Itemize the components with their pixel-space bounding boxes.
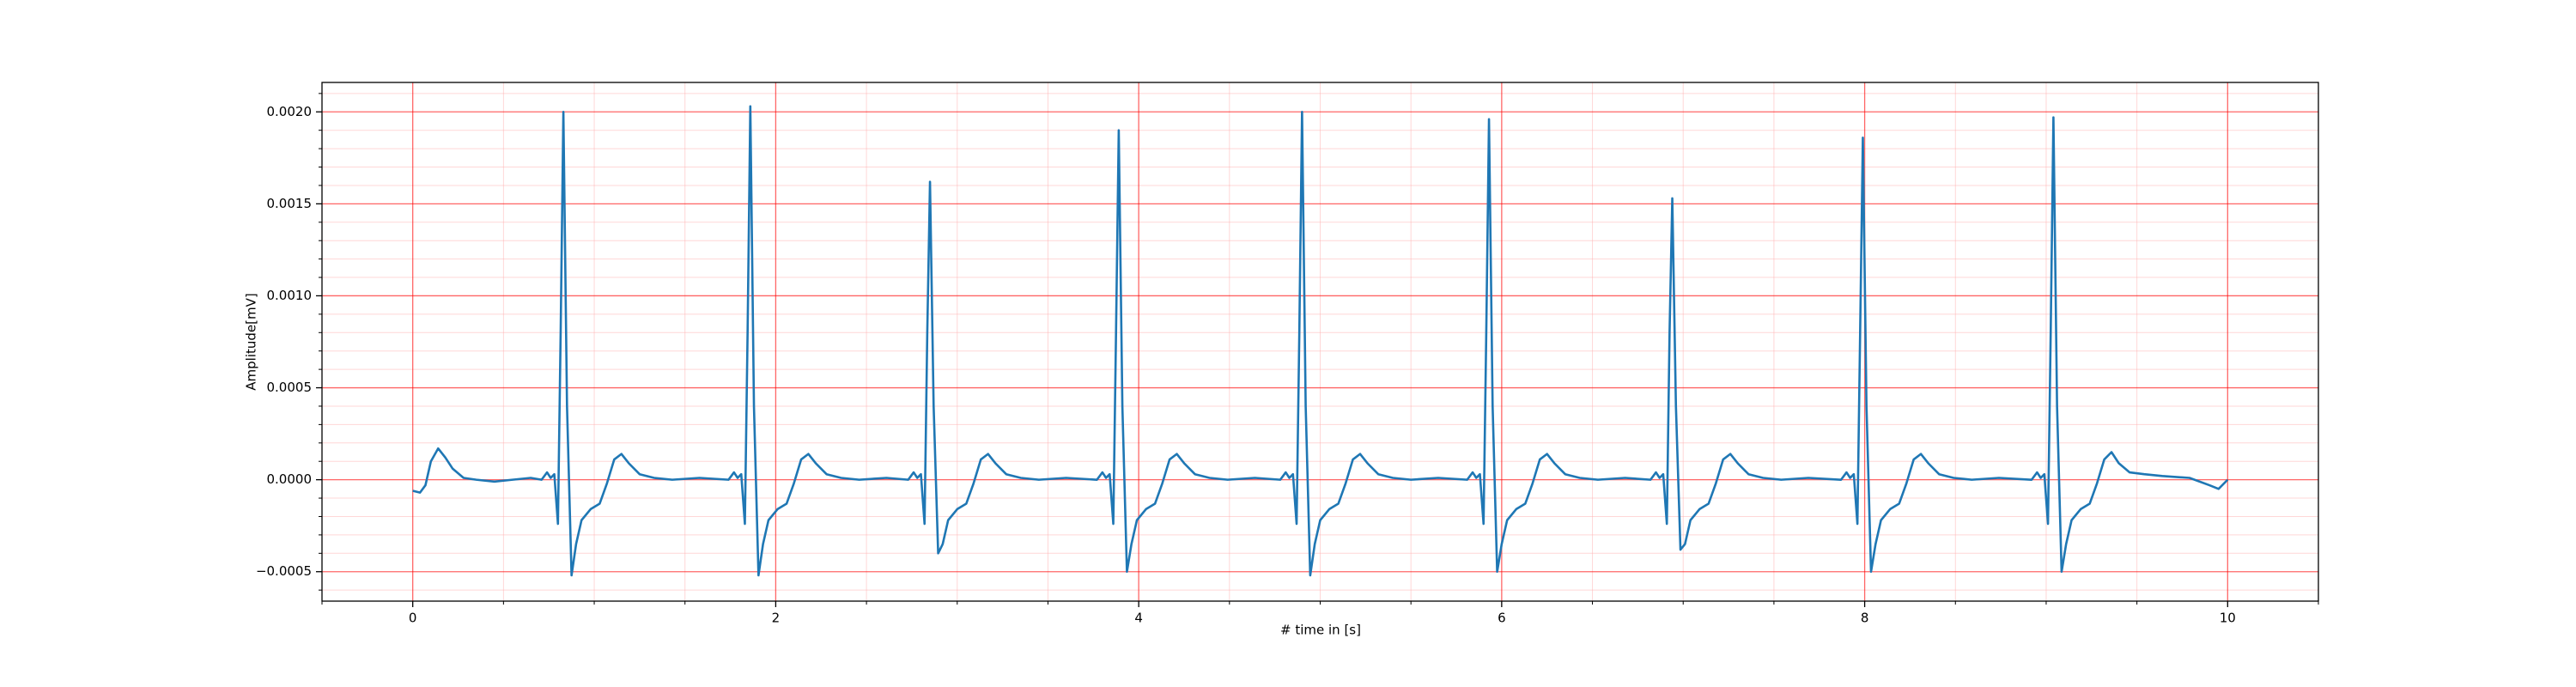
x-tick-label: 4 bbox=[1134, 611, 1143, 626]
plot-frame bbox=[321, 82, 2319, 602]
y-tick-label: 0.0015 bbox=[267, 196, 313, 211]
plot-area bbox=[412, 105, 2229, 577]
x-tick-label: 10 bbox=[2220, 611, 2236, 626]
y-tick-label: 0.0020 bbox=[267, 104, 313, 119]
y-tick-label: −0.0005 bbox=[256, 563, 312, 579]
x-tick-label: 6 bbox=[1498, 611, 1506, 626]
y-tick-label: 0.0010 bbox=[267, 288, 313, 303]
ecg-line bbox=[412, 105, 2229, 577]
axes: 0 2 4 6 8 10 −0.0005 0.0000 0.0005 0.0010 0.0015 0.… bbox=[256, 82, 2319, 626]
x-tick-label: 8 bbox=[1861, 611, 1869, 626]
y-axis-label: Amplitude[mV] bbox=[244, 293, 259, 390]
x-tick-label: 2 bbox=[772, 611, 781, 626]
x-axis-label: # time in [s] bbox=[1280, 623, 1361, 638]
y-tick-label: 0.0000 bbox=[267, 471, 313, 487]
x-tick-label: 0 bbox=[409, 611, 417, 626]
y-tick-label: 0.0005 bbox=[267, 380, 313, 395]
